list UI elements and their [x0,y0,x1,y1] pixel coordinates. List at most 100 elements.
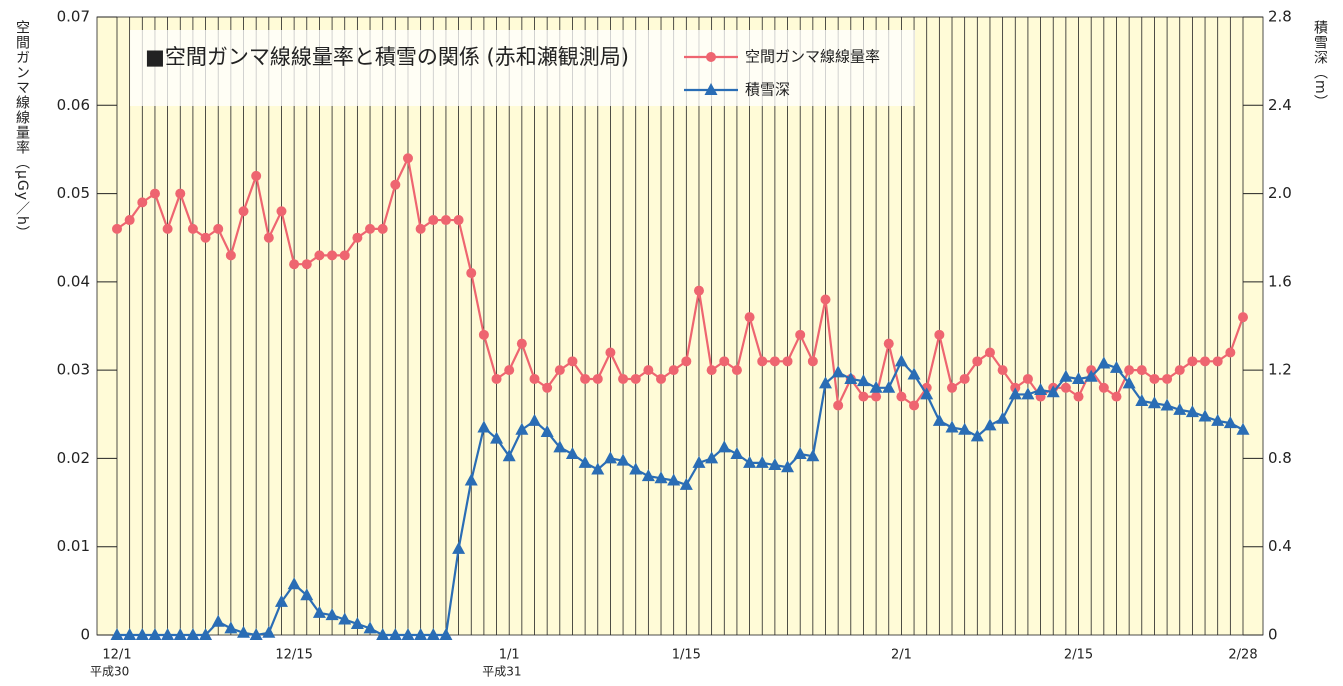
data-point [654,471,668,484]
data-point [173,628,187,640]
data-point [112,223,122,234]
data-point [200,232,211,243]
data-point [616,453,630,466]
data-point [844,371,858,384]
data-point [997,365,1008,376]
data-point [667,473,681,486]
data-point [681,356,692,367]
x-tick-label: 2/15 [1064,648,1093,663]
data-point [757,356,768,367]
data-point [377,223,388,234]
data-point [807,356,818,367]
data-point [983,418,997,431]
data-point [731,365,742,376]
data-point [932,413,946,426]
data-point [1124,365,1135,376]
data-point [504,365,515,376]
data-point [567,356,578,367]
data-point [1200,356,1211,367]
data-point [453,215,464,226]
data-point [1225,347,1236,358]
data-point [414,628,428,640]
data-point [440,215,451,226]
data-point [289,259,300,270]
x-tick-label: 1/1 [499,648,520,663]
data-point [276,206,287,217]
data-point [466,268,477,279]
data-point [1174,365,1185,376]
data-point [692,455,706,468]
data-point [477,420,491,433]
y2-tick-label: 0.4 [1268,537,1292,555]
data-point [491,373,502,384]
y-tick-label: 0.05 [57,184,90,202]
data-point [641,469,655,482]
data-point [769,356,780,367]
data-point [490,431,504,444]
data-point [124,215,135,226]
data-point [1187,356,1198,367]
y2-tick-label: 1.6 [1268,272,1292,290]
data-point [452,541,466,554]
data-point [1236,422,1250,435]
data-point [959,373,970,384]
legend-label: 積雪深 [745,81,790,99]
data-point [643,365,654,376]
data-point [656,373,667,384]
x-tick-label: 2/1 [891,648,912,663]
data-point [175,188,186,199]
data-point [858,391,869,402]
data-point [251,170,262,181]
x-tick-label: 12/1 [102,648,131,663]
data-point [162,223,173,234]
data-point [706,365,717,376]
data-point [186,628,200,640]
data-point [312,605,326,618]
data-point [327,250,338,261]
data-point [388,628,402,640]
data-point [1084,369,1098,382]
data-point [415,223,426,234]
data-point [1185,405,1199,418]
data-point [1135,394,1149,407]
data-point [605,347,616,358]
data-point [896,391,907,402]
data-point [1136,365,1147,376]
x-tick-label: 12/15 [275,648,312,663]
x-tick-sublabel: 平成30 [90,665,129,679]
data-point [1122,376,1136,389]
data-point [428,215,439,226]
data-point [478,329,489,340]
data-point [365,223,376,234]
data-point [883,338,894,349]
y2-tick-label: 2.4 [1268,96,1292,114]
data-point [540,424,554,437]
legend-marker [706,52,716,62]
data-point [618,373,629,384]
data-point [1212,356,1223,367]
data-point [553,440,567,453]
data-point [719,356,730,367]
y-tick-label: 0.03 [57,361,90,379]
data-point [768,458,782,471]
data-point [1223,416,1237,429]
data-point [818,376,832,389]
data-point [795,329,806,340]
data-point [363,621,377,634]
data-point [743,455,757,468]
y2-axis-label: 積雪深（m） [1312,20,1328,110]
data-point [161,628,175,640]
plot-area [97,17,1263,635]
data-point [871,391,882,402]
data-point [390,179,401,190]
x-tick-sublabel: 平成31 [482,665,521,679]
data-point [213,223,224,234]
data-point [502,449,516,462]
data-point [325,608,339,621]
data-point [909,400,920,411]
data-point [668,365,679,376]
data-point [274,594,288,607]
data-point [225,250,236,261]
data-point [516,338,527,349]
data-point [350,616,364,629]
